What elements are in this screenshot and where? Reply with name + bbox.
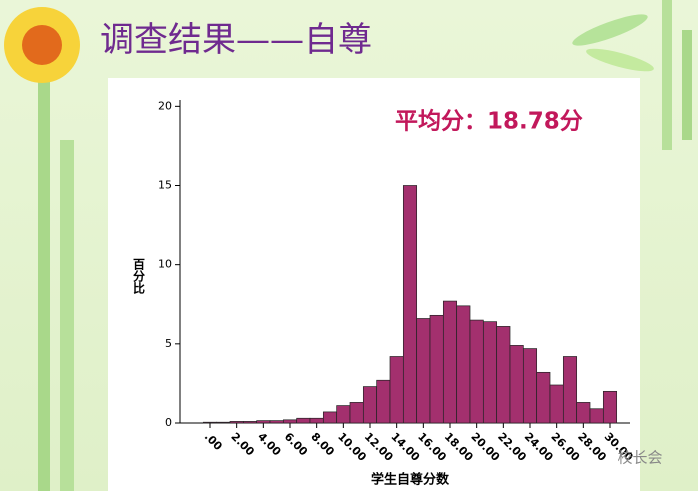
x-axis-label: 学生自尊分数: [371, 472, 450, 488]
bar: [296, 417, 311, 424]
bar: [256, 420, 271, 424]
bar: [402, 185, 418, 424]
watermark: 校长会: [617, 449, 662, 467]
bar: [549, 384, 564, 424]
bar: [536, 371, 551, 424]
bar: [456, 305, 471, 424]
bar: [376, 379, 391, 424]
bar: [389, 356, 404, 424]
slide-title: 调查结果——自尊: [100, 20, 372, 60]
y-axis-label: 百分比: [132, 258, 146, 295]
bar: [322, 411, 338, 424]
bar: [282, 419, 298, 424]
bamboo: [38, 0, 692, 491]
bar: [269, 420, 284, 424]
bar: [442, 300, 458, 424]
y-tick-label: 0: [165, 416, 172, 429]
bar: [469, 319, 484, 424]
bar: [602, 390, 618, 424]
bar: [496, 326, 511, 424]
y-tick-label: 15: [158, 179, 172, 192]
bar: [429, 314, 444, 424]
bar: [482, 321, 498, 424]
bar: [216, 421, 231, 424]
bar: [349, 402, 364, 424]
bar: [562, 356, 578, 424]
chart-panel: [108, 78, 640, 491]
bar: [416, 318, 431, 424]
bar: [242, 421, 258, 424]
bar: [336, 405, 351, 424]
bar: [509, 345, 524, 424]
bar: [589, 408, 604, 424]
bar: [522, 348, 538, 424]
sunflower: [4, 7, 80, 83]
bar: [202, 421, 218, 424]
bar: [576, 402, 591, 424]
bar: [362, 386, 378, 424]
bar: [229, 421, 244, 424]
y-tick-label: 20: [158, 99, 172, 112]
annotation: 平均分：18.78分: [395, 108, 583, 135]
bar: [309, 417, 324, 424]
y-tick-label: 10: [158, 258, 172, 271]
y-tick-label: 5: [165, 337, 172, 350]
